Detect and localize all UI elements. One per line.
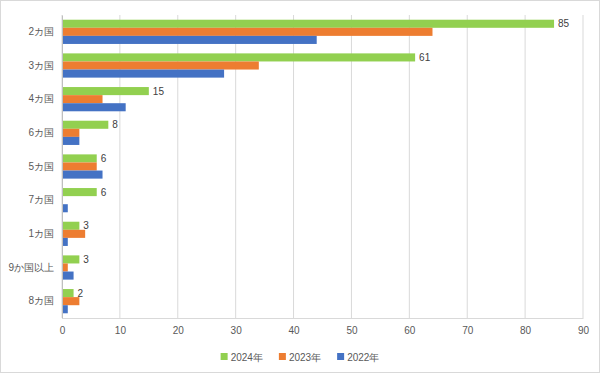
grid-line xyxy=(583,15,584,318)
bar xyxy=(62,137,79,145)
bar xyxy=(62,289,74,297)
tick: 8カ国 xyxy=(28,295,62,306)
tick-label: 30 xyxy=(231,325,243,336)
series xyxy=(62,20,554,297)
tick-label: 2カ国 xyxy=(28,26,54,37)
bar xyxy=(62,53,415,61)
axis-line xyxy=(63,318,584,319)
grid-line xyxy=(467,15,468,318)
tick: 5カ国 xyxy=(28,161,62,172)
tick-label: 3カ国 xyxy=(28,60,54,71)
tick-label: 90 xyxy=(578,325,590,336)
bar xyxy=(62,103,126,111)
chart-border xyxy=(1,1,600,373)
bar xyxy=(62,121,108,129)
tick-label: 80 xyxy=(520,325,532,336)
tick-label: 8カ国 xyxy=(28,295,54,306)
data-label: 8 xyxy=(112,119,118,130)
tick: 40 xyxy=(288,318,300,336)
legend-swatch xyxy=(279,353,286,360)
bar xyxy=(62,255,79,263)
tick-label: 50 xyxy=(346,325,358,336)
tick-label: 70 xyxy=(462,325,474,336)
data-label: 6 xyxy=(101,187,107,198)
tick: 80 xyxy=(520,318,532,336)
chart: 85611586633201020304050607080902カ国3カ国4カ国… xyxy=(0,0,600,373)
tick-label: 40 xyxy=(288,325,300,336)
tick: 10 xyxy=(115,318,127,336)
tick-label: 0 xyxy=(60,325,66,336)
tick: 90 xyxy=(578,318,590,336)
data-label: 6 xyxy=(101,153,107,164)
tick: 2カ国 xyxy=(28,26,62,37)
tick: 0 xyxy=(60,318,66,336)
tick-label: 7カ国 xyxy=(28,194,54,205)
data-label: 3 xyxy=(83,254,89,265)
bar xyxy=(62,87,149,95)
tick-label: 6カ国 xyxy=(28,127,54,138)
data-label: 3 xyxy=(83,220,89,231)
grid-line xyxy=(62,15,63,318)
legend-item: 2023年 xyxy=(279,352,321,363)
legend-label: 2022年 xyxy=(347,352,379,363)
tick-label: 5カ国 xyxy=(28,161,54,172)
data-labels: 85 61 15 8 6 6 3 3 2 xyxy=(78,18,570,298)
x-axis: 0 10 20 30 40 50 60 70 80 90 xyxy=(60,318,590,336)
bar xyxy=(62,162,97,170)
grid-line xyxy=(525,15,526,318)
bar xyxy=(62,188,97,196)
tick-label: 9か国以上 xyxy=(8,262,54,273)
tick-label: 1カ国 xyxy=(28,228,54,239)
tick: 50 xyxy=(346,318,358,336)
axis-line xyxy=(62,16,63,319)
bar xyxy=(62,61,259,69)
bar xyxy=(62,70,224,78)
legend-swatch xyxy=(221,353,228,360)
legend: 2024年 2023年 2022年 xyxy=(221,352,380,363)
legend-item: 2024年 xyxy=(221,352,263,363)
series xyxy=(62,36,317,313)
tick: 3カ国 xyxy=(28,60,62,71)
bar xyxy=(62,154,97,162)
bar xyxy=(62,230,85,238)
tick: 4カ国 xyxy=(28,93,62,104)
tick: 6カ国 xyxy=(28,127,62,138)
data-label: 85 xyxy=(558,18,570,29)
bar xyxy=(62,129,79,137)
legend-label: 2023年 xyxy=(289,352,321,363)
tick: 60 xyxy=(404,318,416,336)
bar xyxy=(62,28,432,36)
bar xyxy=(62,171,103,179)
bar xyxy=(62,36,317,44)
legend-item: 2022年 xyxy=(337,352,379,363)
tick: 20 xyxy=(173,318,185,336)
bar xyxy=(62,272,74,280)
tick-label: 20 xyxy=(173,325,185,336)
tick: 70 xyxy=(462,318,474,336)
tick-label: 60 xyxy=(404,325,416,336)
data-label: 15 xyxy=(153,86,165,97)
legend-label: 2024年 xyxy=(231,352,263,363)
bar xyxy=(62,95,103,103)
tick: 9か国以上 xyxy=(8,262,62,273)
bar xyxy=(62,222,79,230)
data-label: 2 xyxy=(78,288,84,299)
plot: 85611586633201020304050607080902カ国3カ国4カ国… xyxy=(8,15,589,336)
bars xyxy=(62,20,554,314)
legend-swatch xyxy=(337,353,344,360)
tick-label: 10 xyxy=(115,325,127,336)
tick: 30 xyxy=(231,318,243,336)
tick: 1カ国 xyxy=(28,228,62,239)
tick: 7カ国 xyxy=(28,194,62,205)
data-label: 61 xyxy=(419,52,431,63)
bar xyxy=(62,20,554,28)
y-axis: 2カ国 3カ国 4カ国 6カ国 5カ国 7カ国 1カ国 9か国以上 8カ国 xyxy=(8,16,62,319)
series xyxy=(62,28,432,305)
grid xyxy=(62,15,583,318)
tick-label: 4カ国 xyxy=(28,93,54,104)
